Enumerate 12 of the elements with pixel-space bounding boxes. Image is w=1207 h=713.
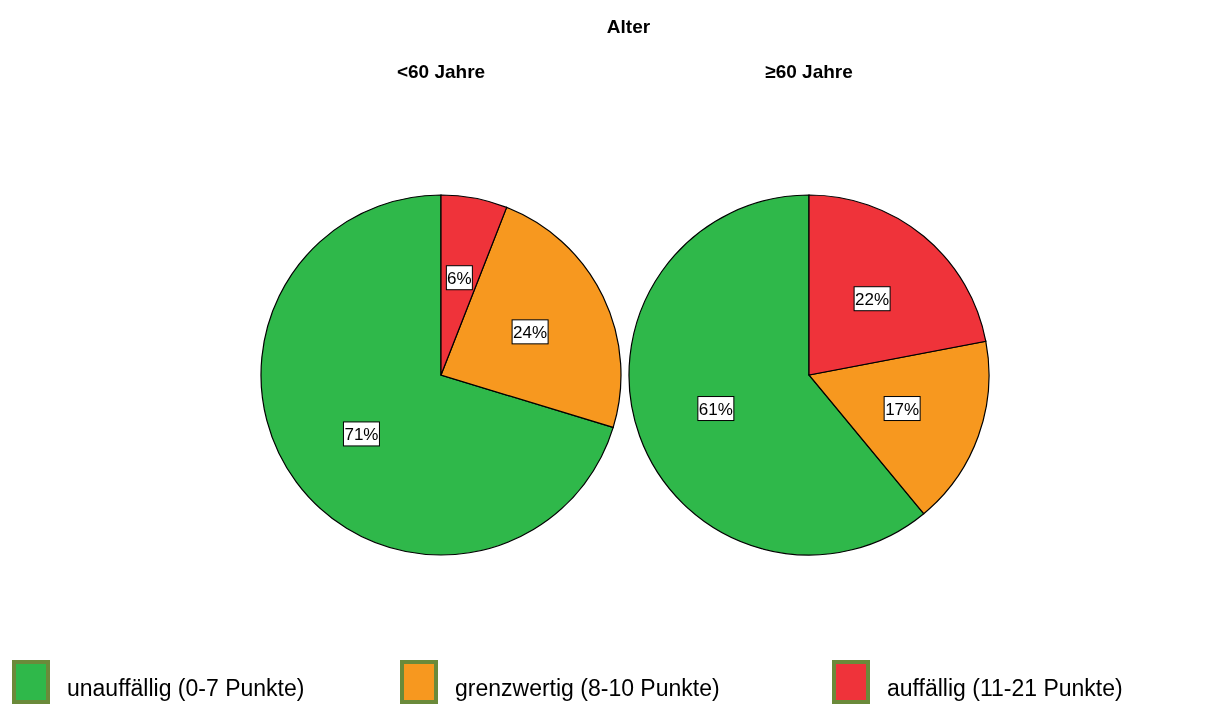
legend-label: grenzwertig (8-10 Punkte): [455, 675, 720, 701]
text: Alter: [606, 16, 651, 37]
data-label: 22%: [855, 289, 890, 309]
legend-label: auffällig (11-21 Punkte): [887, 675, 1123, 701]
data-label: 24%: [513, 322, 548, 342]
data-label: 6%: [447, 268, 472, 288]
data-label: 61%: [698, 399, 733, 419]
legend-label: unauffällig (0-7 Punkte): [67, 675, 305, 701]
data-label: 17%: [885, 399, 920, 419]
chart-title: <60 Jahre: [396, 61, 486, 82]
chart-title: ≥60 Jahre: [765, 61, 853, 82]
data-label: 71%: [344, 424, 379, 444]
